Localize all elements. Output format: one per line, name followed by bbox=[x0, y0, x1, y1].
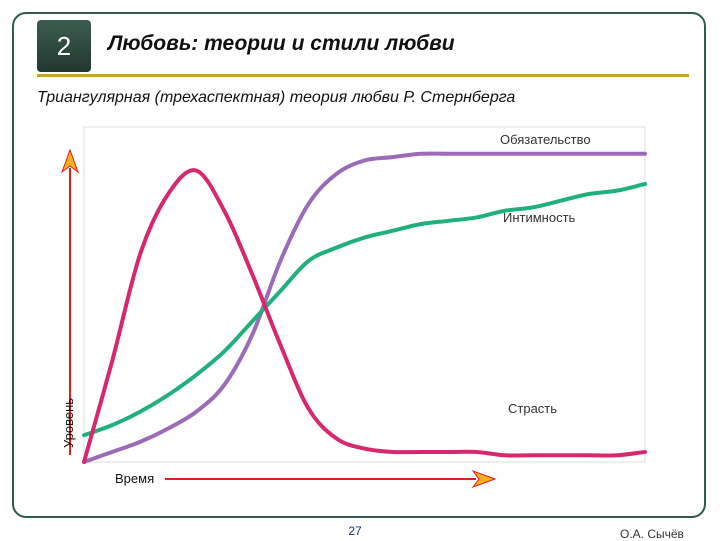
y-axis-arrowhead bbox=[60, 148, 80, 174]
series-1-label: Обязательство bbox=[500, 132, 591, 147]
author-credit: О.А. Сычёв bbox=[620, 527, 684, 541]
chart-subtitle: Триангулярная (трехаспектная) теория люб… bbox=[37, 89, 516, 106]
series-1-line bbox=[82, 151, 647, 464]
series-3-line bbox=[82, 168, 647, 464]
slide-title: Любовь: теории и стили любви bbox=[108, 32, 455, 55]
plot-area-border bbox=[83, 126, 646, 463]
page-number: 27 bbox=[348, 524, 362, 538]
series-2-line bbox=[82, 181, 647, 438]
y-axis-label: Уровень bbox=[61, 398, 76, 448]
x-axis-label: Время bbox=[115, 471, 154, 486]
series-3-label: Страсть bbox=[508, 401, 557, 416]
slide-frame bbox=[12, 12, 706, 518]
slide-number-badge: 2 bbox=[37, 20, 91, 72]
title-underline bbox=[37, 74, 689, 77]
series-2-label: Интимность bbox=[503, 210, 576, 225]
x-axis-arrowhead bbox=[471, 469, 497, 489]
